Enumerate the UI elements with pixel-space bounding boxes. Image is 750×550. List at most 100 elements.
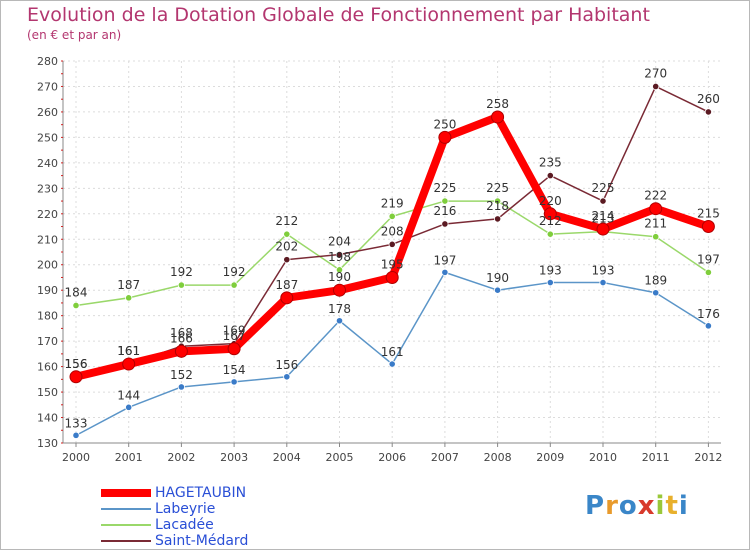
data-label: 133 [65,416,88,430]
data-point [122,357,136,371]
data-point [441,268,449,276]
y-tick-label: 200 [37,259,58,272]
data-point [493,215,502,223]
y-tick-label: 130 [37,437,58,450]
data-point [333,283,346,297]
data-label: 187 [117,278,140,292]
data-point [388,360,396,368]
y-tick-label: 190 [37,284,58,297]
data-label: 192 [170,265,193,279]
y-tick-label: 240 [37,157,58,170]
data-label: 166 [170,331,193,345]
data-point [546,172,554,180]
data-point [283,230,291,238]
data-label: 193 [592,264,615,278]
data-point [335,266,344,274]
data-label: 161 [117,344,140,358]
x-tick-label: 2003 [220,451,248,464]
data-point [652,233,660,241]
legend-item: Labeyrie [101,501,321,517]
data-point [385,270,399,284]
data-point [596,222,610,236]
data-point [72,431,80,439]
data-point [227,342,241,356]
data-point [69,370,83,384]
data-label: 192 [223,265,246,279]
data-label: 222 [644,189,667,203]
logo-letter: i [678,491,689,521]
data-label: 213 [592,212,615,226]
data-point [335,317,344,325]
data-label: 161 [381,345,404,359]
data-label: 189 [644,274,667,288]
data-point [388,240,396,248]
data-point [388,212,396,220]
data-label: 250 [433,117,456,131]
x-tick-label: 2000 [62,451,90,464]
data-point [701,220,715,234]
data-label: 216 [433,204,456,218]
x-tick-label: 2005 [326,451,354,464]
data-label: 176 [697,307,720,321]
data-point [649,202,663,216]
legend-item: Lacadée [101,517,321,533]
data-label: 225 [433,181,456,195]
data-point [543,207,557,221]
x-tick-label: 2002 [167,451,195,464]
data-label: 156 [65,357,88,371]
data-point [177,281,185,289]
y-tick-label: 150 [37,386,58,399]
chart-subtitle: (en € et par an) [27,28,122,42]
data-label: 260 [697,92,720,106]
data-point [704,268,713,276]
logo-letter: P [585,491,606,521]
x-tick-label: 2010 [589,451,617,464]
data-label: 225 [592,181,615,195]
data-point [704,108,713,116]
data-label: 212 [275,214,298,228]
data-label: 208 [381,224,404,238]
data-label: 167 [223,329,246,343]
data-label: 219 [381,196,404,210]
proxiti-logo: Proxiti [585,491,689,521]
legend-swatch [101,508,151,510]
line-chart: 130 140 150 160 170 180 190 200 210 220 230 240 250 2… [37,55,722,464]
x-tick-label: 2007 [431,451,459,464]
legend-label: Lacadée [155,517,214,533]
data-point [174,344,188,358]
data-point [599,197,607,205]
data-label: 152 [170,368,193,382]
x-tick-label: 2004 [273,451,301,464]
x-tick-label: 2009 [536,451,564,464]
y-tick-label: 180 [37,310,58,323]
x-tick-label: 2012 [694,451,722,464]
data-label: 202 [275,240,298,254]
legend-label: Saint-Médard [155,533,249,549]
data-point [493,286,502,294]
data-label: 197 [697,252,720,266]
data-label: 144 [117,388,140,402]
data-point [125,403,133,411]
data-point [438,130,452,144]
y-tick-label: 270 [37,80,58,93]
data-label: 211 [644,217,667,231]
x-tick-label: 2011 [642,451,670,464]
data-label: 197 [433,253,456,267]
data-point [652,82,660,91]
data-label: 190 [328,270,351,284]
logo-letter: r [605,491,619,521]
data-point [491,110,505,124]
y-tick-label: 280 [37,55,58,68]
data-point [177,383,185,391]
legend-item: HAGETAUBIN [101,485,321,501]
data-point [441,197,449,205]
y-tick-label: 160 [37,361,58,374]
data-point [546,278,554,287]
data-point [72,301,80,310]
data-label: 214 [592,209,615,223]
y-tick-label: 140 [37,412,58,425]
data-label: 178 [328,302,351,316]
data-label: 184 [65,285,88,299]
x-tick-label: 2001 [115,451,143,464]
